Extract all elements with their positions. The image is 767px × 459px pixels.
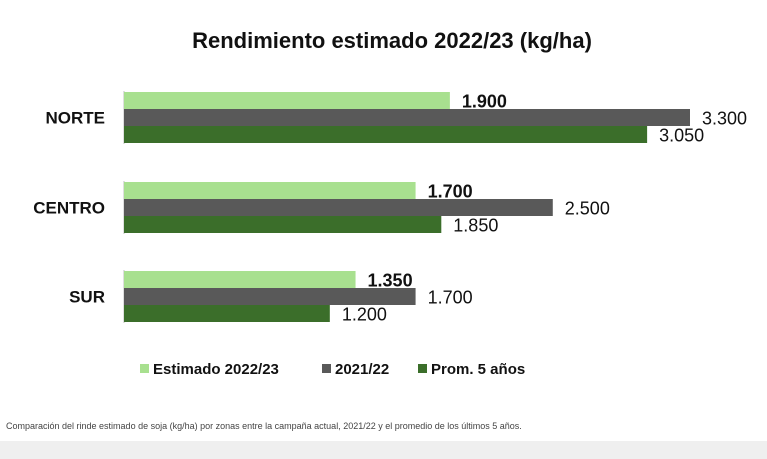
bar [124,109,690,126]
figure-caption: Comparación del rinde estimado de soja (… [6,421,522,431]
legend-swatch [140,364,149,373]
data-label: 1.200 [342,305,387,325]
data-label: 3.300 [702,109,747,129]
data-label: 2.500 [565,199,610,219]
legend: Estimado 2022/23 2021/22 Prom. 5 años [140,361,525,378]
bar [124,305,330,322]
legend-label: Estimado 2022/23 [153,361,279,378]
bar [124,216,442,233]
data-label: 1.700 [428,288,473,308]
legend-label: 2021/22 [335,361,389,378]
chart-title: Rendimiento estimado 2022/23 (kg/ha) [192,28,592,53]
legend-swatch [418,364,427,373]
bar [124,271,356,288]
bar [124,126,648,143]
footer-strip [0,441,767,459]
data-label: 1.350 [368,271,413,291]
bar [124,288,416,305]
category-label: CENTRO [33,199,105,218]
data-label: 3.050 [659,126,704,146]
data-label: 1.850 [453,216,498,236]
bar [124,182,416,199]
data-label: 1.700 [428,182,473,202]
category-label: NORTE [46,109,106,128]
legend-swatch [322,364,331,373]
data-label: 1.900 [462,92,507,112]
bar [124,92,450,109]
bar [124,199,553,216]
category-label: SUR [69,288,105,307]
chart-svg: Rendimiento estimado 2022/23 (kg/ha) NOR… [33,28,747,378]
legend-label: Prom. 5 años [431,361,525,378]
